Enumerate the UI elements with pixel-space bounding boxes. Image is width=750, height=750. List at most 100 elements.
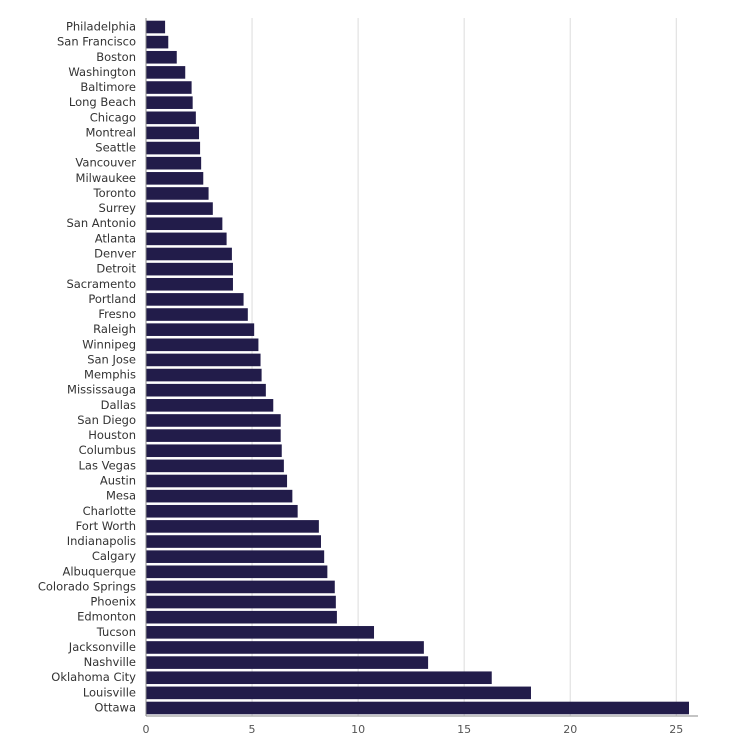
bar: [146, 489, 293, 503]
category-label: San Jose: [87, 352, 136, 366]
bar: [146, 383, 266, 397]
bar: [146, 701, 689, 715]
category-label: Fresno: [98, 307, 136, 321]
bar: [146, 399, 274, 412]
bar: [146, 262, 233, 276]
category-label: Philadelphia: [66, 20, 136, 34]
category-label: Colorado Springs: [38, 579, 136, 593]
category-label: Houston: [88, 428, 136, 442]
category-label: Atlanta: [95, 231, 136, 245]
category-label: Chicago: [90, 110, 136, 124]
x-tick-label: 20: [563, 723, 577, 736]
category-label: Jacksonville: [68, 640, 136, 654]
category-label: Winnipeg: [82, 337, 136, 351]
bar: [146, 444, 282, 458]
bar: [146, 293, 244, 306]
category-label: Surrey: [99, 201, 137, 215]
bar: [146, 126, 200, 140]
category-label: Detroit: [96, 262, 136, 276]
bar: [146, 626, 375, 639]
bar: [146, 50, 177, 64]
bar: [146, 217, 223, 231]
bar: [146, 520, 319, 533]
bar: [146, 232, 227, 246]
bar: [146, 656, 429, 669]
category-label: Toronto: [93, 186, 136, 200]
x-tick-label: 25: [669, 723, 683, 736]
x-tick-label: 0: [143, 723, 150, 736]
category-label: Phoenix: [90, 595, 136, 609]
bar: [146, 141, 201, 155]
category-label: Mississauga: [67, 383, 136, 397]
bar: [146, 247, 232, 261]
bar: [146, 671, 492, 685]
bar: [146, 20, 166, 34]
category-label: Albuquerque: [62, 564, 136, 578]
category-label: Edmonton: [77, 610, 136, 624]
category-label: Calgary: [92, 549, 136, 563]
category-label: Nashville: [84, 655, 136, 669]
bar: [146, 414, 281, 427]
bar: [146, 187, 209, 200]
x-tick-label: 15: [457, 723, 471, 736]
category-label: Boston: [96, 50, 136, 64]
category-label: Portland: [88, 292, 136, 306]
bar: [146, 565, 328, 579]
bar: [146, 595, 336, 609]
category-label: Sacramento: [66, 277, 136, 291]
x-tick-label: 5: [249, 723, 256, 736]
bar: [146, 111, 196, 125]
bar: [146, 35, 169, 49]
bar: [146, 156, 202, 170]
category-label: Fort Worth: [76, 519, 136, 533]
bar: [146, 323, 255, 336]
category-label: Austin: [100, 474, 136, 488]
category-label: Milwaukee: [76, 171, 136, 185]
x-tick-label: 10: [351, 723, 365, 736]
bar: [146, 81, 192, 94]
category-label: Baltimore: [80, 80, 136, 94]
bar: [146, 172, 204, 185]
bar: [146, 610, 337, 624]
category-label: Las Vegas: [79, 458, 137, 472]
category-label: San Francisco: [57, 35, 136, 49]
bar: [146, 535, 321, 548]
category-label: Memphis: [84, 368, 136, 382]
bar: [146, 580, 335, 594]
category-label: Louisville: [83, 685, 136, 699]
bar: [146, 308, 248, 321]
bar: [146, 641, 424, 654]
bar: [146, 474, 288, 488]
bar: [146, 66, 186, 79]
bar: [146, 353, 261, 367]
category-label: Washington: [68, 65, 136, 79]
bar: [146, 429, 281, 442]
category-label: Long Beach: [69, 95, 136, 109]
bar: [146, 686, 531, 700]
bar: [146, 277, 233, 291]
category-label: Indianapolis: [67, 534, 136, 548]
category-label: Tucson: [96, 625, 136, 639]
category-label: Vancouver: [75, 156, 136, 170]
category-label: Columbus: [79, 443, 136, 457]
bar: [146, 202, 213, 215]
category-label: Charlotte: [83, 504, 136, 518]
category-label: Dallas: [101, 398, 136, 412]
category-label: Mesa: [106, 489, 136, 503]
category-label: Oklahoma City: [51, 670, 136, 684]
bar: [146, 338, 259, 352]
category-label: Raleigh: [93, 322, 136, 336]
category-label: Ottawa: [94, 701, 136, 715]
bar: [146, 368, 262, 382]
category-label: Seattle: [95, 141, 136, 155]
category-label: San Antonio: [66, 216, 136, 230]
bar: [146, 550, 325, 563]
bars: [146, 20, 689, 715]
bar: [146, 459, 284, 473]
category-label: Denver: [94, 247, 136, 261]
x-axis-ticks: 0 5 10 15 20 25: [143, 715, 698, 736]
category-label: San Diego: [77, 413, 136, 427]
